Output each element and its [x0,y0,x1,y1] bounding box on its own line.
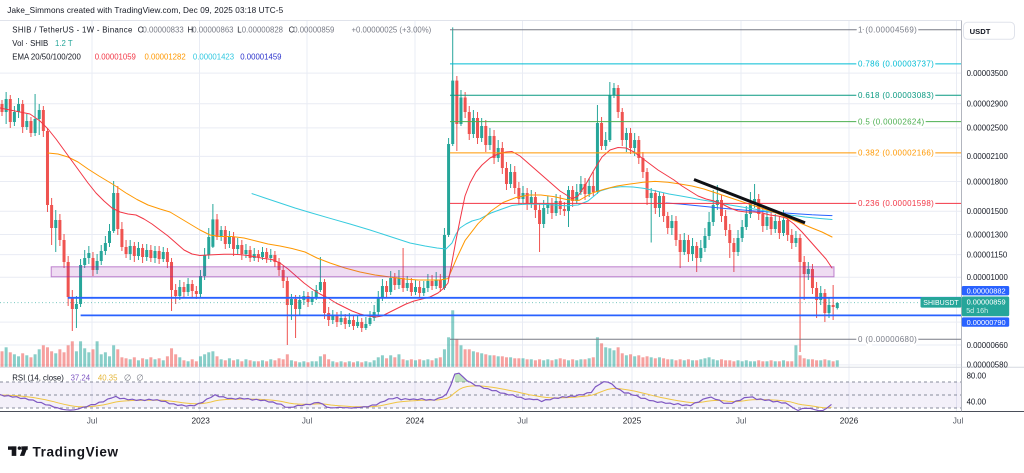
svg-text:0.5 (0.00002624): 0.5 (0.00002624) [858,117,925,126]
svg-text:0.00001500: 0.00001500 [967,207,1009,216]
svg-text:C: C [289,26,295,35]
svg-text:SHIBUSDT: SHIBUSDT [923,300,959,307]
svg-text:0.00001800: 0.00001800 [967,177,1009,186]
svg-text:0.00001282: 0.00001282 [145,53,186,62]
svg-text:0.00000580: 0.00000580 [967,361,1009,370]
svg-text:L: L [237,26,242,35]
svg-text:Jul: Jul [736,416,747,426]
svg-text:O: O [138,26,144,35]
svg-text:0.00001000: 0.00001000 [967,273,1009,282]
svg-text:0.00001059: 0.00001059 [95,53,136,62]
svg-text:0.382 (0.00002166): 0.382 (0.00002166) [858,149,934,158]
svg-text:0.00000859: 0.00000859 [293,26,334,35]
svg-text:0.00001459: 0.00001459 [240,53,281,62]
svg-text:0.00002900: 0.00002900 [967,100,1009,109]
svg-text:1.2 T: 1.2 T [55,39,73,48]
svg-text:0.00000833: 0.00000833 [143,26,184,35]
svg-text:2026: 2026 [840,416,859,426]
svg-text:Jul: Jul [953,416,964,426]
svg-text:40.00: 40.00 [967,397,987,406]
svg-text:0.00001300: 0.00001300 [967,230,1009,239]
svg-text:0.618 (0.00003083): 0.618 (0.00003083) [858,91,934,100]
svg-text:SHIB / TetherUS - 1W - Binance: SHIB / TetherUS - 1W - Binance [12,26,132,35]
svg-text:0 (0.00000680): 0 (0.00000680) [858,335,917,344]
svg-text:0.00001150: 0.00001150 [967,250,1008,259]
svg-text:2025: 2025 [623,416,642,426]
svg-text:0.00002500: 0.00002500 [967,124,1009,133]
svg-text:0.00002100: 0.00002100 [967,152,1009,161]
svg-text:0.00000828: 0.00000828 [242,26,283,35]
svg-text:40.35: 40.35 [98,374,118,383]
svg-text:0.00001423: 0.00001423 [193,53,234,62]
svg-text:0.00000790: 0.00000790 [967,318,1006,327]
svg-text:5d 16h: 5d 16h [966,306,988,315]
svg-text:1 (0.00004569): 1 (0.00004569) [858,26,917,35]
svg-text:RSI (14, close): RSI (14, close) [12,374,64,383]
svg-text:Jul: Jul [87,416,98,426]
svg-text:2024: 2024 [406,416,425,426]
svg-text:Vol · SHIB: Vol · SHIB [12,39,48,48]
svg-text:Jake_Simmons created with Trad: Jake_Simmons created with TradingView.co… [7,6,283,15]
svg-text:∅: ∅ [136,373,144,383]
svg-text:80.00: 80.00 [967,371,987,380]
svg-text:0.00000863: 0.00000863 [192,26,233,35]
svg-text:H: H [188,26,194,35]
svg-text:0.236 (0.00001598): 0.236 (0.00001598) [858,199,934,208]
svg-text:0.00003500: 0.00003500 [967,69,1009,78]
svg-text:37.24: 37.24 [71,374,91,383]
svg-text:0.786 (0.00003737): 0.786 (0.00003737) [858,60,934,69]
svg-text:0.00000660: 0.00000660 [967,341,1009,350]
svg-text:Jul: Jul [517,416,528,426]
svg-text:EMA 20/50/100/200: EMA 20/50/100/200 [12,53,81,62]
svg-text:TradingView: TradingView [33,444,119,459]
svg-text:∅: ∅ [124,373,132,383]
svg-text:0.00000859: 0.00000859 [967,297,1006,306]
svg-text:USDT: USDT [970,27,991,36]
svg-text:Jul: Jul [302,416,313,426]
svg-text:+0.00000025 (+3.00%): +0.00000025 (+3.00%) [352,26,432,35]
svg-text:2023: 2023 [191,416,210,426]
svg-text:0.00000882: 0.00000882 [967,286,1006,295]
